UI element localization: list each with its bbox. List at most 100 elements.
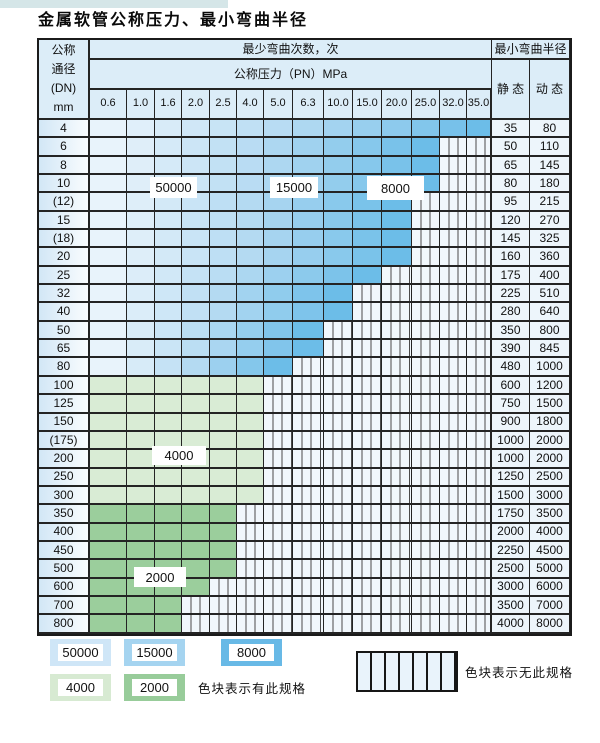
- spec-cell: [182, 523, 210, 542]
- dynamic-value-cell: 1800: [530, 413, 570, 432]
- spec-cell: [293, 303, 324, 322]
- legend-swatch-2000: 2000: [124, 674, 185, 701]
- spec-cell: [353, 211, 382, 231]
- no-spec-cell: [324, 413, 353, 432]
- spec-cell: [467, 120, 492, 139]
- no-spec-cell: [382, 413, 412, 432]
- no-spec-cell: [440, 285, 467, 304]
- no-spec-cell: [293, 358, 324, 377]
- no-spec-cell: [467, 431, 492, 451]
- spec-cell: [353, 230, 382, 249]
- spec-cell: [324, 230, 353, 249]
- no-spec-cell: [353, 468, 382, 487]
- spec-cell: [155, 523, 182, 542]
- no-spec-cell: [440, 560, 467, 579]
- spec-cell: [412, 138, 440, 157]
- dn-cell: 400: [39, 523, 90, 542]
- dn-column-header: 公称 通径 (DN) mm: [39, 40, 90, 120]
- no-spec-cell: [412, 450, 440, 469]
- no-spec-cell: [467, 615, 492, 634]
- no-spec-cell: [382, 266, 412, 286]
- no-spec-cell: [293, 578, 324, 597]
- spec-cell: [127, 523, 155, 542]
- dn-cell: 8: [39, 156, 90, 176]
- spec-cell: [264, 303, 293, 322]
- pressure-tick: 15.0: [353, 90, 382, 120]
- spec-cell: [90, 468, 127, 487]
- spec-cell: [237, 358, 264, 377]
- spec-cell: [210, 560, 237, 579]
- dn-header-line: (DN): [50, 81, 77, 96]
- spec-cell: [210, 266, 237, 286]
- static-value-cell: 1250: [492, 468, 530, 487]
- spec-cell: [210, 523, 237, 542]
- spec-cell: [155, 138, 182, 157]
- no-spec-cell: [382, 486, 412, 506]
- no-spec-cell: [412, 340, 440, 359]
- no-spec-cell: [324, 431, 353, 451]
- dynamic-value-cell: 2000: [530, 431, 570, 451]
- spec-cell: [182, 486, 210, 506]
- spec-cell: [90, 120, 127, 139]
- no-spec-cell: [264, 578, 293, 597]
- no-spec-cell: [353, 431, 382, 451]
- spec-cell: [237, 175, 264, 194]
- no-spec-cell: [440, 138, 467, 157]
- no-spec-cell: [324, 376, 353, 396]
- no-spec-cell: [440, 376, 467, 396]
- spec-cell: [155, 486, 182, 506]
- legend-swatch-4000: 4000: [50, 674, 111, 701]
- no-spec-cell: [412, 486, 440, 506]
- static-value-cell: 390: [492, 340, 530, 359]
- no-spec-cell: [412, 211, 440, 231]
- no-spec-cell: [467, 596, 492, 616]
- dynamic-value-cell: 3500: [530, 505, 570, 524]
- spec-cell: [155, 321, 182, 341]
- spec-cell: [210, 340, 237, 359]
- no-spec-cell: [264, 486, 293, 506]
- no-spec-cell: [353, 615, 382, 634]
- spec-cell: [353, 266, 382, 286]
- spec-cell: [127, 505, 155, 524]
- spec-cell: [182, 376, 210, 396]
- no-spec-cell: [293, 615, 324, 634]
- spec-cell: [210, 211, 237, 231]
- no-spec-cell: [467, 523, 492, 542]
- no-spec-cell: [467, 450, 492, 469]
- spec-cell: [237, 431, 264, 451]
- no-spec-cell: [293, 395, 324, 414]
- spec-cell: [182, 413, 210, 432]
- no-spec-cell: [467, 230, 492, 249]
- no-spec-cell: [264, 596, 293, 616]
- spec-cell: [127, 248, 155, 267]
- no-spec-cell: [210, 615, 237, 634]
- no-spec-cell: [324, 560, 353, 579]
- dn-header-line: 通径: [51, 62, 76, 77]
- spec-cell: [264, 358, 293, 377]
- no-spec-cell: [440, 596, 467, 616]
- spec-cell: [237, 486, 264, 506]
- no-spec-cell: [353, 285, 382, 304]
- spec-cell: [155, 376, 182, 396]
- no-spec-cell: [467, 340, 492, 359]
- no-spec-cell: [382, 303, 412, 322]
- spec-cell: [155, 266, 182, 286]
- no-spec-cell: [293, 596, 324, 616]
- spec-cell: [182, 248, 210, 267]
- spec-cell: [182, 358, 210, 377]
- pressure-tick: 2.0: [182, 90, 210, 120]
- no-spec-cell: [382, 541, 412, 561]
- no-spec-cell: [293, 468, 324, 487]
- no-spec-cell: [440, 340, 467, 359]
- spec-cell: [210, 120, 237, 139]
- spec-cell: [210, 486, 237, 506]
- no-spec-cell: [440, 175, 467, 194]
- spec-cell: [237, 450, 264, 469]
- spec-cell: [90, 266, 127, 286]
- no-spec-cell: [467, 395, 492, 414]
- no-spec-cell: [324, 505, 353, 524]
- no-spec-cell: [182, 615, 210, 634]
- no-spec-cell: [264, 395, 293, 414]
- pressure-tick: 2.5: [210, 90, 237, 120]
- spec-cell: [155, 541, 182, 561]
